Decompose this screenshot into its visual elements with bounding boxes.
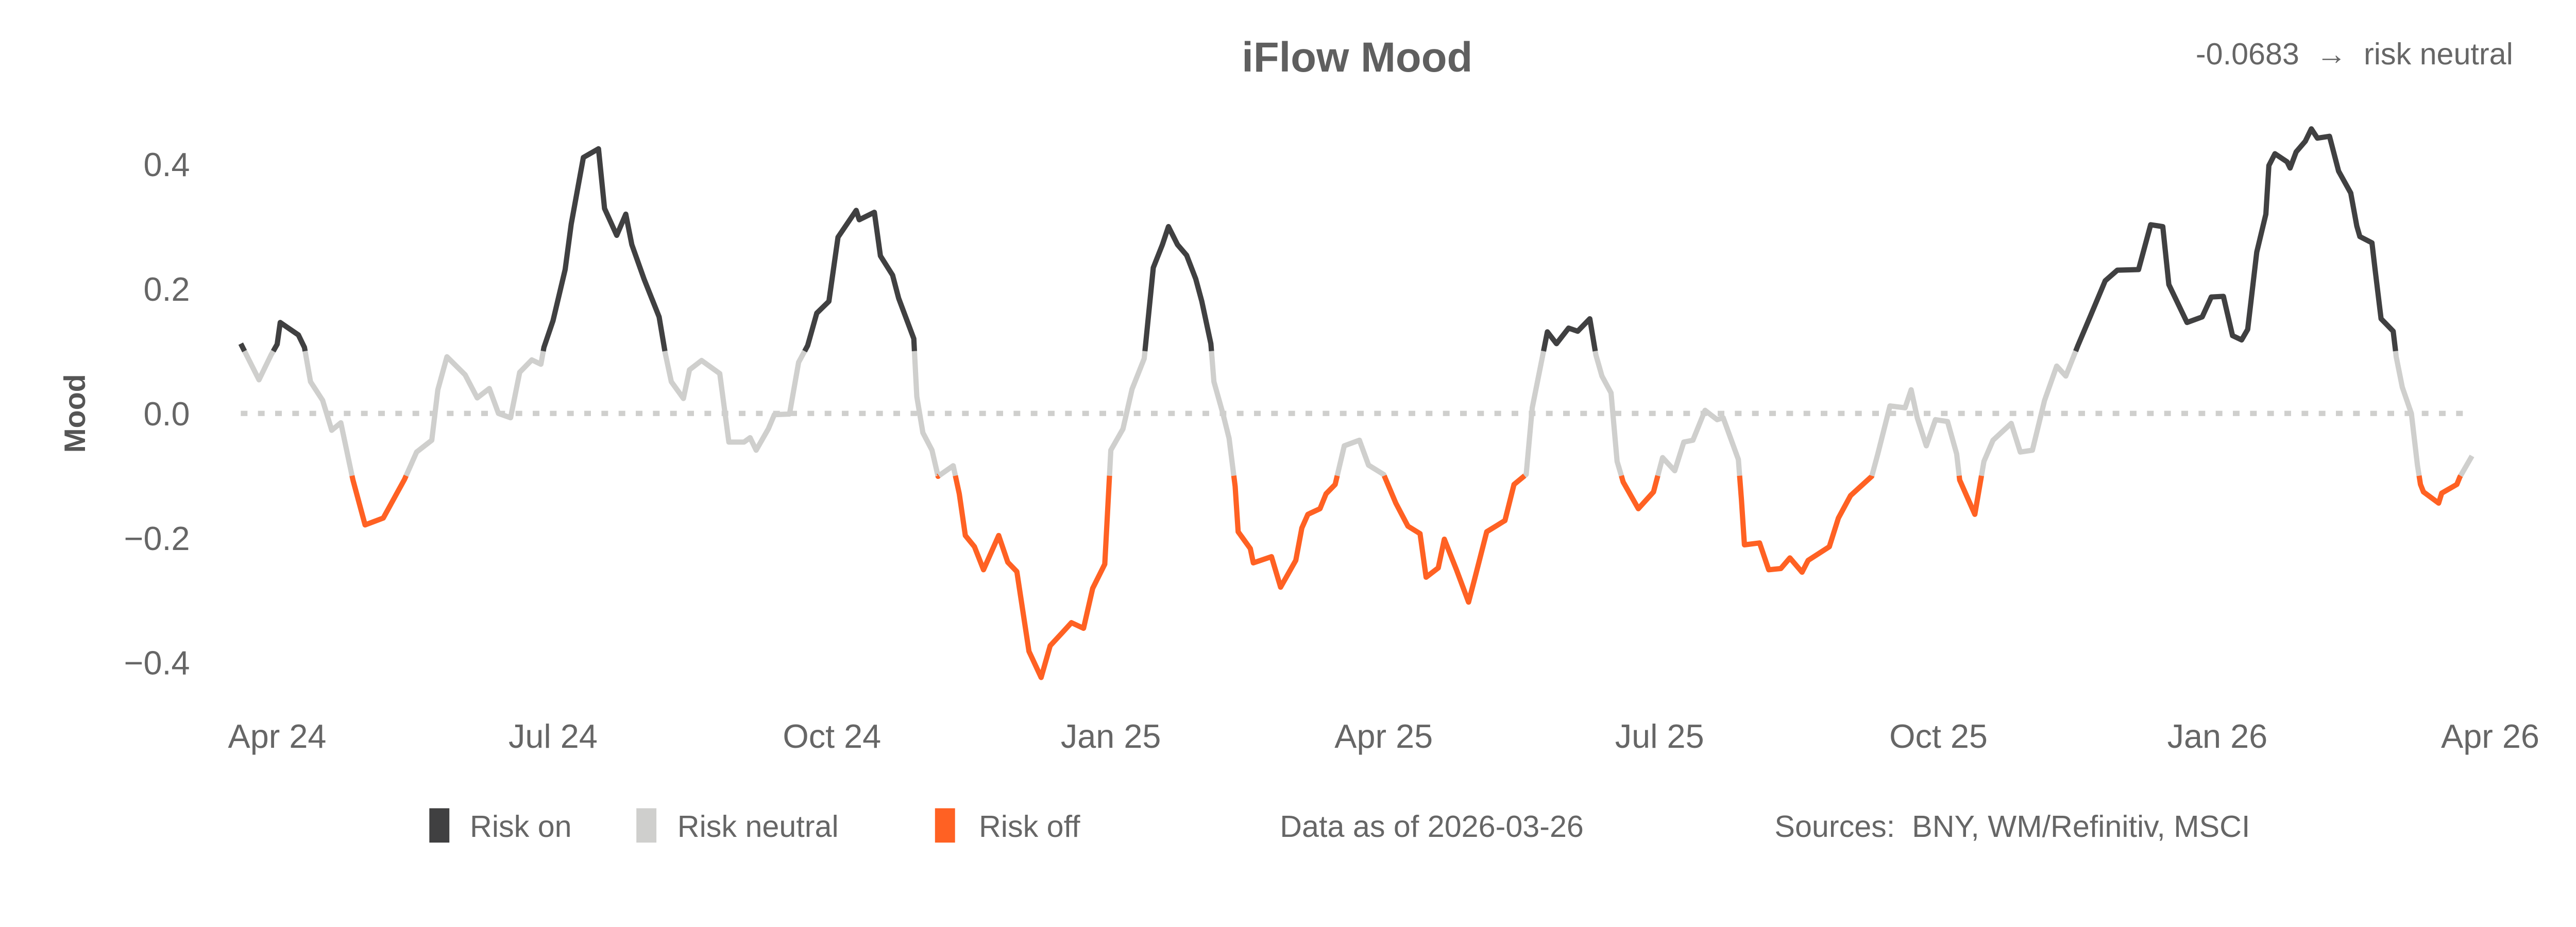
mood-line-segment-risk-off bbox=[1619, 475, 1660, 511]
mood-line-segment-risk-off bbox=[1737, 473, 1875, 575]
x-tick-label: Oct 24 bbox=[783, 717, 881, 755]
mood-line-segment-risk-on bbox=[802, 208, 917, 353]
mood-line-segment-risk-neutral bbox=[1978, 350, 2078, 476]
data-as-of-note: Data as of 2026-03-26 bbox=[1280, 809, 1584, 844]
y-tick-label: −0.2 bbox=[124, 520, 190, 557]
legend-label-risk-off: Risk off bbox=[979, 809, 1080, 844]
mood-line-segment-risk-neutral bbox=[1107, 351, 1148, 476]
y-tick-label: −0.4 bbox=[124, 644, 190, 682]
mood-line-segment-risk-neutral bbox=[662, 350, 807, 453]
legend-label-risk-on: Risk on bbox=[470, 809, 572, 844]
mood-line-segment-risk-neutral bbox=[302, 350, 355, 476]
mood-line-segment-risk-off bbox=[349, 474, 409, 528]
mood-line-segment-risk-neutral bbox=[1869, 387, 1962, 477]
y-tick-labels: 0.4 0.2 0.0 −0.2 −0.4 bbox=[124, 146, 190, 681]
mood-line-segment-risk-on bbox=[1142, 224, 1214, 352]
legend: Risk on Risk neutral Risk off Data as of… bbox=[429, 808, 2250, 844]
mood-line-segment-risk-neutral bbox=[2393, 351, 2422, 476]
mood-line-segment-risk-neutral bbox=[1655, 407, 1742, 476]
y-axis-title: Mood bbox=[59, 374, 92, 453]
sources-note: Sources: BNY, WM/Refinitiv, MSCI bbox=[1774, 809, 2250, 844]
mood-line-segment-risk-neutral bbox=[2458, 454, 2475, 477]
mood-line-segment-risk-neutral bbox=[937, 463, 958, 478]
x-tick-labels: Apr 24 Jul 24 Oct 24 Jan 25 Apr 25 Jul 25 Oct … bbox=[228, 717, 2539, 755]
mood-line-segment-risk-neutral bbox=[403, 350, 546, 477]
legend-item-risk-off[interactable]: Risk off bbox=[935, 808, 1080, 844]
mood-line-segment-risk-off bbox=[1956, 475, 1985, 517]
x-tick-label: Jan 25 bbox=[1061, 717, 1161, 755]
x-tick-label: Jan 26 bbox=[2167, 717, 2268, 755]
mood-line-segment-risk-off bbox=[1382, 473, 1527, 605]
legend-label-risk-neutral: Risk neutral bbox=[677, 809, 839, 844]
x-tick-label: Oct 25 bbox=[1889, 717, 1988, 755]
x-tick-label: Jul 24 bbox=[509, 717, 598, 755]
y-tick-label: 0.4 bbox=[143, 146, 190, 183]
mood-line-segment-risk-on bbox=[270, 320, 308, 353]
mood-line-segment-risk-neutral bbox=[242, 350, 276, 383]
mood-line-segment-risk-off bbox=[2416, 474, 2463, 506]
x-tick-label: Apr 26 bbox=[2441, 717, 2539, 755]
mood-line-segment-risk-off bbox=[1231, 475, 1340, 590]
mood-line-segment-risk-on bbox=[1541, 316, 1598, 352]
mood-line-segment-risk-on bbox=[540, 146, 668, 352]
legend-swatch-risk-on bbox=[429, 808, 450, 843]
current-value-annotation: -0.0683 → risk neutral bbox=[2196, 37, 2513, 71]
iflow-mood-chart: iFlow Mood -0.0683 → risk neutral Mood 0… bbox=[59, 34, 2539, 844]
mood-line-segment-risk-neutral bbox=[1334, 437, 1387, 477]
x-tick-label: Apr 24 bbox=[228, 717, 327, 755]
mood-line-segment-risk-neutral bbox=[1592, 351, 1624, 477]
x-tick-label: Apr 25 bbox=[1334, 717, 1433, 755]
mood-line-segment-risk-neutral bbox=[1523, 350, 1547, 478]
legend-swatch-risk-off bbox=[935, 808, 955, 843]
mood-line-segment-risk-on bbox=[2073, 126, 2398, 352]
mood-line-segment-risk-neutral bbox=[911, 351, 941, 476]
y-tick-label: 0.0 bbox=[143, 395, 190, 433]
x-tick-label: Jul 25 bbox=[1615, 717, 1704, 755]
y-tick-label: 0.2 bbox=[143, 270, 190, 308]
chart-title: iFlow Mood bbox=[1242, 34, 1472, 81]
mood-line-segment-risk-on bbox=[238, 342, 247, 353]
legend-item-risk-neutral[interactable]: Risk neutral bbox=[636, 808, 839, 844]
legend-swatch-risk-neutral bbox=[636, 808, 657, 843]
mood-line-segment-risk-off bbox=[953, 475, 1112, 680]
mood-line-segment-risk-neutral bbox=[1209, 351, 1236, 476]
mood-series bbox=[238, 126, 2475, 680]
legend-item-risk-on[interactable]: Risk on bbox=[429, 808, 572, 844]
